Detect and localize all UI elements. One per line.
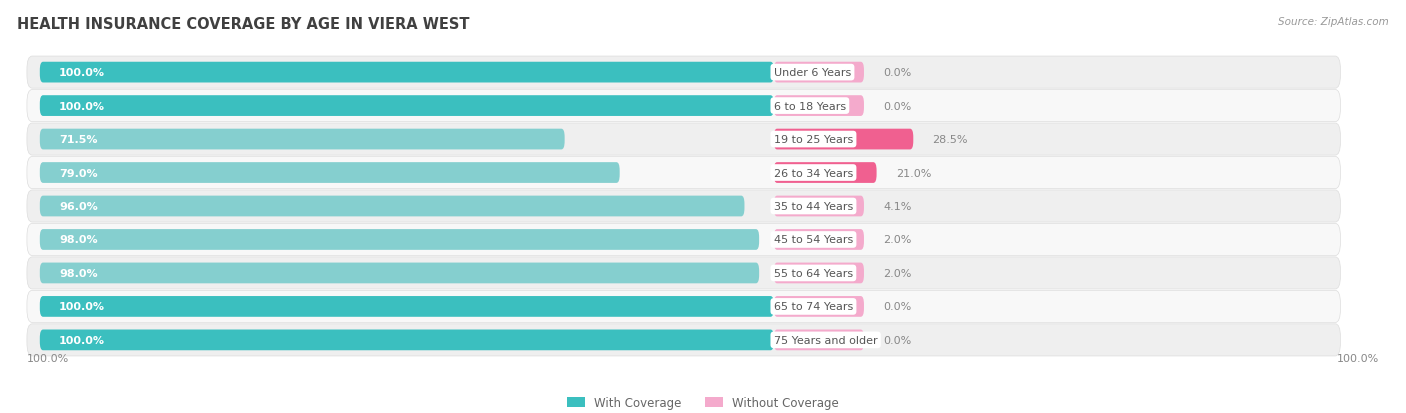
Text: 98.0%: 98.0%	[59, 235, 98, 245]
Text: 100.0%: 100.0%	[59, 335, 105, 345]
Text: 0.0%: 0.0%	[883, 301, 911, 312]
Text: 55 to 64 Years: 55 to 64 Years	[773, 268, 853, 278]
FancyBboxPatch shape	[773, 296, 863, 317]
FancyBboxPatch shape	[773, 230, 863, 250]
FancyBboxPatch shape	[39, 96, 773, 117]
FancyBboxPatch shape	[773, 330, 863, 350]
Text: 0.0%: 0.0%	[883, 335, 911, 345]
Text: 75 Years and older: 75 Years and older	[773, 335, 877, 345]
Text: 26 to 34 Years: 26 to 34 Years	[773, 168, 853, 178]
FancyBboxPatch shape	[39, 163, 620, 183]
FancyBboxPatch shape	[27, 123, 1340, 156]
Text: 2.0%: 2.0%	[883, 235, 911, 245]
Text: 100.0%: 100.0%	[59, 68, 105, 78]
FancyBboxPatch shape	[773, 129, 914, 150]
Text: 100.0%: 100.0%	[59, 301, 105, 312]
Text: 4.1%: 4.1%	[883, 202, 911, 211]
Text: 0.0%: 0.0%	[883, 101, 911, 112]
Text: 35 to 44 Years: 35 to 44 Years	[773, 202, 853, 211]
Text: 71.5%: 71.5%	[59, 135, 97, 145]
Text: Under 6 Years: Under 6 Years	[773, 68, 851, 78]
FancyBboxPatch shape	[27, 224, 1340, 256]
Text: 45 to 54 Years: 45 to 54 Years	[773, 235, 853, 245]
Text: 28.5%: 28.5%	[932, 135, 969, 145]
Text: 79.0%: 79.0%	[59, 168, 98, 178]
FancyBboxPatch shape	[39, 230, 759, 250]
Text: 65 to 74 Years: 65 to 74 Years	[773, 301, 853, 312]
FancyBboxPatch shape	[27, 257, 1340, 290]
Text: 100.0%: 100.0%	[1337, 353, 1379, 363]
FancyBboxPatch shape	[27, 157, 1340, 189]
Text: Source: ZipAtlas.com: Source: ZipAtlas.com	[1278, 17, 1389, 26]
Text: 96.0%: 96.0%	[59, 202, 98, 211]
FancyBboxPatch shape	[27, 190, 1340, 223]
FancyBboxPatch shape	[27, 324, 1340, 356]
Text: 100.0%: 100.0%	[27, 353, 69, 363]
FancyBboxPatch shape	[39, 296, 773, 317]
FancyBboxPatch shape	[39, 63, 773, 83]
FancyBboxPatch shape	[773, 63, 863, 83]
FancyBboxPatch shape	[773, 163, 876, 183]
FancyBboxPatch shape	[39, 330, 773, 350]
Text: 100.0%: 100.0%	[59, 101, 105, 112]
Legend: With Coverage, Without Coverage: With Coverage, Without Coverage	[562, 392, 844, 413]
FancyBboxPatch shape	[27, 291, 1340, 323]
Text: HEALTH INSURANCE COVERAGE BY AGE IN VIERA WEST: HEALTH INSURANCE COVERAGE BY AGE IN VIER…	[17, 17, 470, 31]
FancyBboxPatch shape	[27, 90, 1340, 122]
FancyBboxPatch shape	[27, 57, 1340, 89]
FancyBboxPatch shape	[773, 263, 863, 284]
Text: 21.0%: 21.0%	[896, 168, 931, 178]
FancyBboxPatch shape	[773, 96, 863, 117]
FancyBboxPatch shape	[39, 196, 744, 217]
FancyBboxPatch shape	[39, 263, 759, 284]
FancyBboxPatch shape	[39, 129, 565, 150]
Text: 2.0%: 2.0%	[883, 268, 911, 278]
Text: 6 to 18 Years: 6 to 18 Years	[773, 101, 846, 112]
Text: 98.0%: 98.0%	[59, 268, 98, 278]
FancyBboxPatch shape	[773, 196, 863, 217]
Text: 0.0%: 0.0%	[883, 68, 911, 78]
Text: 19 to 25 Years: 19 to 25 Years	[773, 135, 853, 145]
